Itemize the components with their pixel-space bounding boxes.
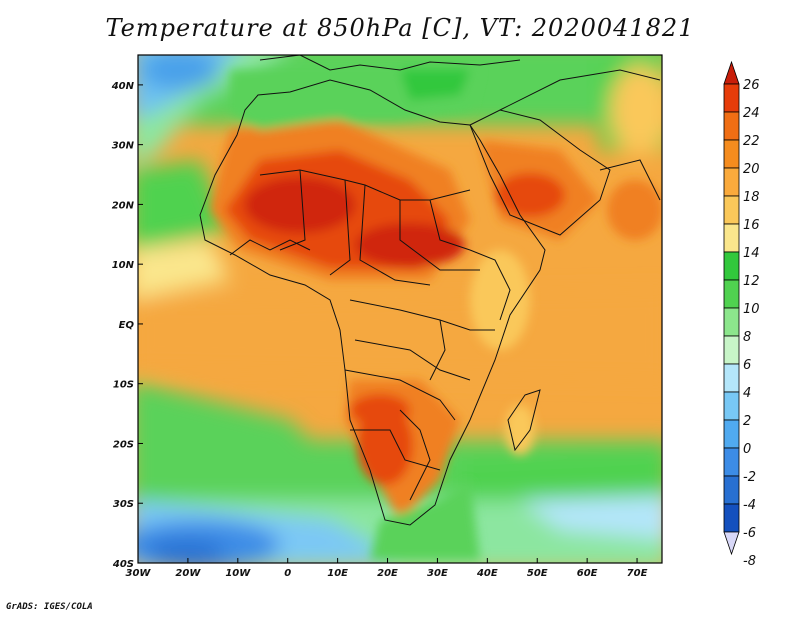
colorbar-label: 24 (743, 106, 760, 121)
colorbar-label: 18 (743, 190, 760, 205)
colorbar-label: -2 (743, 470, 756, 485)
lat-tick-label: 30N (112, 141, 135, 152)
plot-frame (137, 54, 663, 564)
colorbar-swatch (723, 307, 740, 337)
colorbar-swatch (723, 447, 740, 477)
lon-tick-label: 10W (225, 568, 251, 579)
lon-tick-label: 20E (377, 568, 398, 579)
colorbar-label: 12 (743, 274, 760, 289)
temperature-field (138, 55, 662, 563)
colorbar-swatch (723, 391, 740, 421)
colorbar-label: 26 (743, 78, 760, 93)
lon-tick-label: 60E (577, 568, 598, 579)
colorbar-label: 4 (743, 386, 751, 401)
colorbar-swatch (723, 223, 740, 253)
colorbar-label: 14 (743, 246, 760, 261)
colorbar-label: 22 (743, 134, 760, 149)
colorbar-label: 6 (743, 358, 751, 373)
colorbar-swatch (723, 363, 740, 393)
colorbar-bottom-arrow (723, 531, 740, 556)
lat-tick-label: 40S (112, 559, 134, 570)
colorbar-swatch (723, 167, 740, 197)
colorbar-swatch (723, 83, 740, 113)
colorbar-swatch (723, 111, 740, 141)
colorbar-label: 20 (743, 162, 760, 177)
lon-tick-label: 30W (126, 568, 152, 579)
colorbar-label: 0 (743, 442, 751, 457)
colorbar-swatch (723, 335, 740, 365)
lon-tick-label: 50E (527, 568, 548, 579)
colorbar-label: -4 (743, 498, 756, 513)
lon-tick-label: 0 (284, 568, 291, 579)
lat-tick-label: 30S (113, 499, 134, 510)
map-title: Temperature at 850hPa [C], VT: 202004182… (105, 14, 695, 42)
colorbar-swatch (723, 251, 740, 281)
lat-tick-label: 40N (111, 81, 135, 92)
colorbar-swatch (723, 503, 740, 533)
colorbar-swatch (723, 139, 740, 169)
colorbar-label: -8 (743, 554, 756, 569)
lat-tick-label: 10N (112, 260, 135, 271)
colorbar-swatch (723, 475, 740, 505)
lon-tick-label: 40E (476, 568, 498, 579)
colorbar-label: 2 (743, 414, 751, 429)
colorbar-swatch (723, 195, 740, 225)
colorbar-label: 16 (743, 218, 760, 233)
lat-axis: 40N 30N 20N 10N EQ 10S 20S 30S 40S (111, 81, 143, 570)
colorbar-swatch (723, 419, 740, 449)
colorbar-label: 10 (743, 302, 760, 317)
lon-tick-label: 10E (327, 568, 348, 579)
colorbar-swatch (723, 279, 740, 309)
lat-tick-label: EQ (119, 320, 135, 331)
colorbar-top-arrow (723, 60, 740, 85)
lon-tick-label: 70E (627, 568, 648, 579)
credit-label: GrADS: IGES/COLA (6, 602, 93, 612)
colorbar-label: 8 (743, 330, 751, 345)
lat-tick-label: 20N (112, 200, 135, 211)
colorbar-label: -6 (743, 526, 756, 541)
lat-tick-label: 10S (113, 380, 134, 391)
lon-tick-label: 30E (427, 568, 448, 579)
lon-axis: 30W 20W 10W 0 10E 20E 30E 40E 50E 60E 70E (126, 558, 648, 579)
lat-tick-label: 20S (113, 439, 134, 450)
lon-tick-label: 20W (175, 568, 201, 579)
coastlines (199, 55, 661, 526)
